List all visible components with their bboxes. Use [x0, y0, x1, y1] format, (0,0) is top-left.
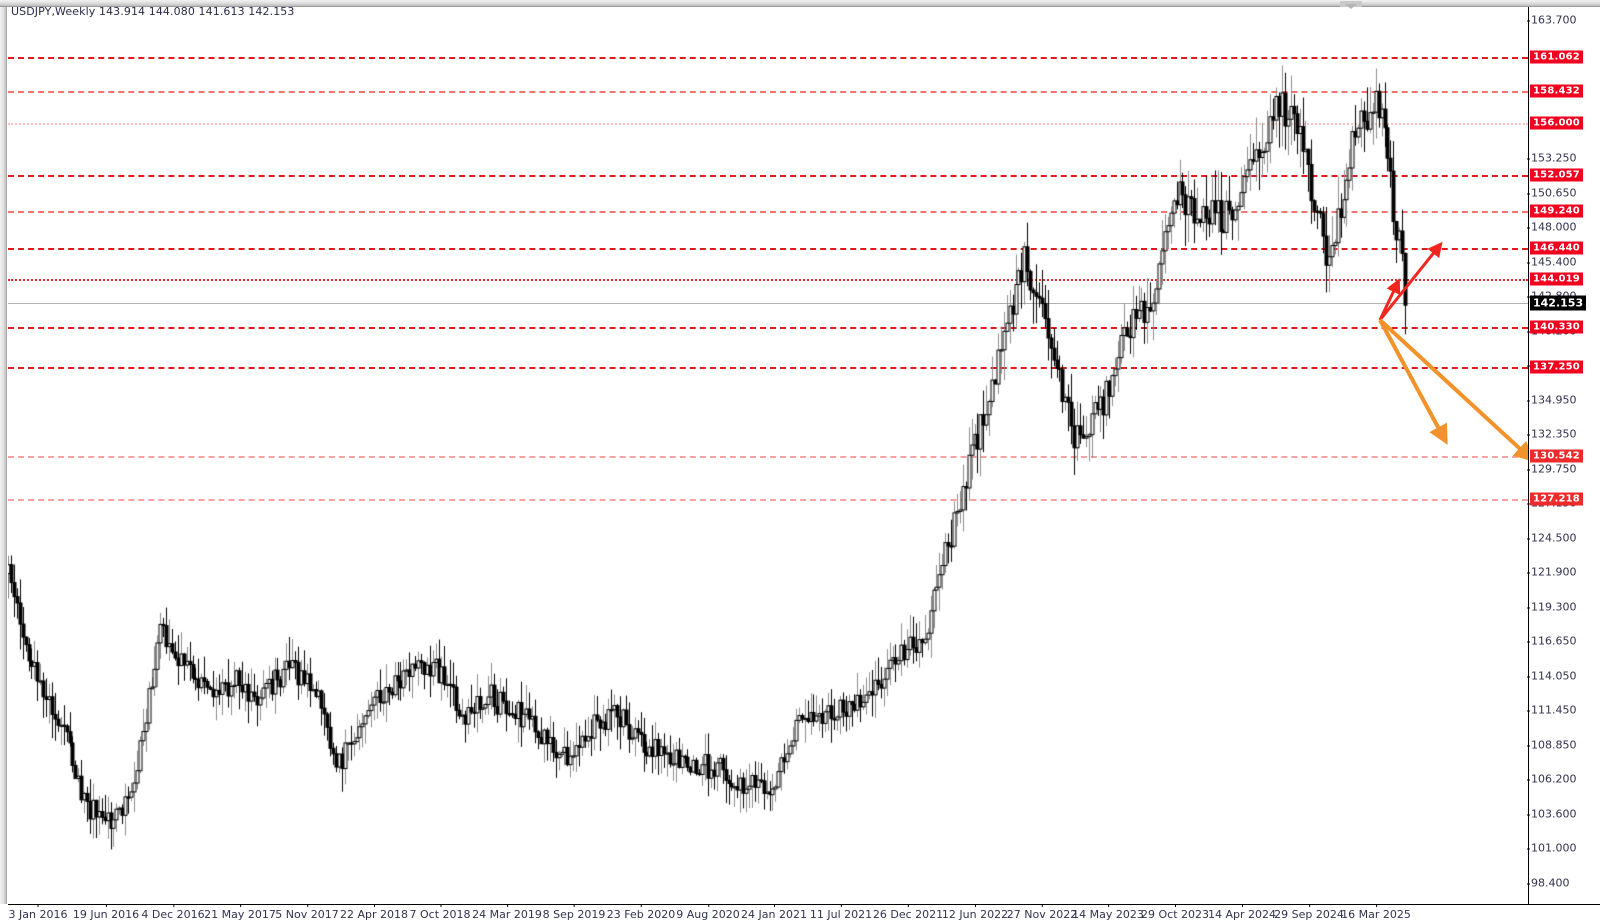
current-price-badge: 142.153 [1530, 295, 1587, 311]
level-badge-144-019[interactable]: 144.019 [1530, 272, 1583, 286]
date-tick: 22 Apr 2018 [339, 904, 409, 921]
level-badge-158-432[interactable]: 158.432 [1530, 84, 1583, 98]
vertical-scrollbar[interactable] [0, 7, 7, 904]
date-tick: 29 Oct 2023 [1140, 904, 1210, 921]
date-tick: 24 Mar 2019 [472, 904, 542, 921]
price-tick: 150.650 [1527, 186, 1577, 200]
level-badge-161-062[interactable]: 161.062 [1530, 50, 1583, 64]
date-tick: 29 Sep 2024 [1274, 904, 1344, 921]
horizontal-scrollbar[interactable] [0, 0, 1600, 9]
price-tick: 163.700 [1527, 13, 1577, 27]
level-badge-140-330[interactable]: 140.330 [1530, 320, 1583, 334]
date-tick: 8 Sep 2019 [542, 904, 606, 921]
level-badge-130-542[interactable]: 130.542 [1530, 449, 1583, 463]
price-tick: 148.000 [1527, 220, 1577, 234]
level-badge-146-440[interactable]: 146.440 [1530, 241, 1583, 255]
level-badge-156-000[interactable]: 156.000 [1530, 116, 1583, 130]
price-tick: 106.200 [1527, 772, 1577, 786]
date-tick: 5 Nov 2017 [275, 904, 339, 921]
date-tick: 19 Jun 2016 [72, 904, 140, 921]
time-axis[interactable]: 3 Jan 2016 19 Jun 2016 4 Dec 2016 21 May 20… [8, 904, 1600, 922]
price-tick: 134.950 [1527, 393, 1577, 407]
price-tick: 101.000 [1527, 841, 1577, 855]
chart-plot-area[interactable] [8, 8, 1528, 888]
date-tick: 16 Mar 2025 [1341, 904, 1411, 921]
price-tick: 124.500 [1527, 531, 1577, 545]
price-tick: 145.400 [1527, 255, 1577, 269]
date-tick: 12 Jun 2022 [941, 904, 1009, 921]
price-tick: 108.850 [1527, 738, 1577, 752]
chart-title: USDJPY,Weekly 143.914 144.080 141.613 14… [11, 5, 295, 18]
date-tick: 9 Aug 2020 [676, 904, 740, 921]
price-tick: 114.050 [1527, 669, 1577, 683]
date-tick: 23 Feb 2020 [606, 904, 676, 921]
level-badge-152-057[interactable]: 152.057 [1530, 168, 1583, 182]
date-tick: 3 Jan 2016 [8, 904, 68, 921]
price-tick: 121.900 [1527, 565, 1577, 579]
price-axis[interactable]: 163.700153.250150.650148.000145.400142.8… [1527, 7, 1600, 904]
level-badge-137-250[interactable]: 137.250 [1530, 360, 1583, 374]
candlestick-series [8, 8, 1528, 888]
level-badge-149-240[interactable]: 149.240 [1530, 204, 1583, 218]
chart-shift-caret-icon[interactable] [1345, 4, 1357, 9]
date-tick: 4 Dec 2016 [141, 904, 205, 921]
level-badge-127-218[interactable]: 127.218 [1530, 492, 1583, 506]
price-tick: 98.400 [1527, 876, 1570, 890]
price-tick: 153.250 [1527, 151, 1577, 165]
price-tick: 132.350 [1527, 427, 1577, 441]
date-tick: 7 Oct 2018 [409, 904, 471, 921]
date-tick: 11 Jul 2021 [809, 904, 873, 921]
price-tick: 129.750 [1527, 462, 1577, 476]
date-tick: 26 Dec 2021 [872, 904, 944, 921]
price-tick: 111.450 [1527, 703, 1577, 717]
date-tick: 24 Jan 2021 [741, 904, 807, 921]
date-tick: 27 Nov 2022 [1006, 904, 1078, 921]
price-tick: 103.600 [1527, 807, 1577, 821]
price-tick: 116.650 [1527, 634, 1577, 648]
date-tick: 21 May 2017 [204, 904, 276, 921]
date-tick: 14 Apr 2024 [1207, 904, 1277, 921]
date-tick: 14 May 2023 [1072, 904, 1144, 921]
price-tick: 119.300 [1527, 600, 1577, 614]
